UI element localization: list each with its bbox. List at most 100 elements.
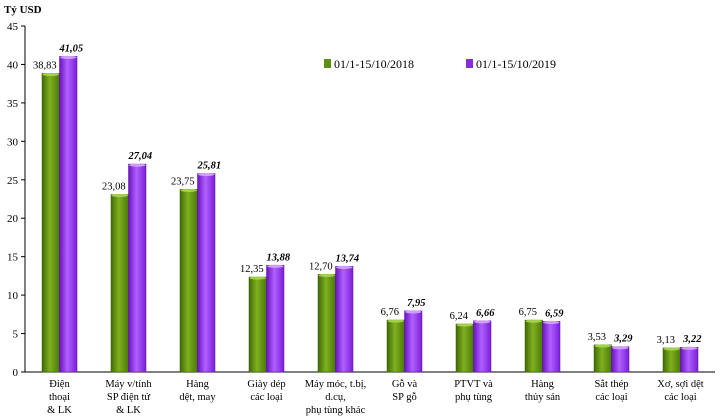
category-label-line: các loại xyxy=(595,392,627,403)
bar-cap-1-7 xyxy=(525,319,542,323)
bar-series-2-7 xyxy=(542,321,561,373)
bar-series-2-6 xyxy=(473,320,492,373)
data-label-series-2-8: 3,29 xyxy=(613,334,633,345)
category-label-line: thoại xyxy=(49,392,70,403)
data-label-series-2-9: 3,22 xyxy=(682,334,702,345)
data-label-series-2-5: 7,95 xyxy=(407,298,425,309)
category-label-2: Hàng dệt, may xyxy=(179,379,216,403)
bar-cap-2-2 xyxy=(198,172,215,177)
bar-cap-1-9 xyxy=(663,347,680,351)
y-tick-label: 45 xyxy=(7,21,19,33)
data-label-series-1-2: 23,75 xyxy=(171,176,195,187)
category-label-line: Hàng xyxy=(186,379,209,390)
y-tick-label: 5 xyxy=(13,329,19,341)
data-label-series-2-1: 27,04 xyxy=(127,151,152,162)
bar-series-1-8 xyxy=(593,344,612,373)
category-label-line: phụ tùng khác xyxy=(306,405,366,416)
category-label-line: d.cụ, xyxy=(325,392,345,403)
bar-series-2-4 xyxy=(335,266,354,373)
category-label-line: phụ tùng xyxy=(455,392,493,403)
category-label-5: Gỗ và SP gỗ xyxy=(392,379,418,403)
legend-swatch-1 xyxy=(324,59,331,68)
category-label-line: các loại xyxy=(250,392,282,403)
bar-series-1-2 xyxy=(179,189,198,373)
category-label-line: & LK xyxy=(47,405,72,416)
category-label-line: dệt, may xyxy=(179,392,216,403)
y-tick-label: 20 xyxy=(7,213,19,225)
bar-cap-2-6 xyxy=(474,320,491,324)
y-tick-label: 30 xyxy=(7,136,19,148)
bar-cap-1-1 xyxy=(111,193,128,198)
bar-series-2-1 xyxy=(128,163,147,373)
bar-cap-2-3 xyxy=(267,264,284,268)
bar-cap-1-4 xyxy=(318,273,335,277)
bar-cap-1-3 xyxy=(249,276,266,280)
data-label-series-2-6: 6,66 xyxy=(476,308,495,319)
category-label-line: Giày dép xyxy=(247,379,285,390)
legend-label-1: 01/1-15/10/2018 xyxy=(334,57,414,71)
y-tick-label: 10 xyxy=(7,290,19,302)
bar-cap-2-4 xyxy=(336,265,353,269)
bar-series-1-0 xyxy=(41,73,60,373)
legend-label-2: 01/1-15/10/2019 xyxy=(476,57,556,71)
data-label-series-1-0: 38,83 xyxy=(33,60,57,71)
bar-series-2-3 xyxy=(266,265,285,373)
bar-cap-2-0 xyxy=(60,55,77,59)
data-label-series-1-7: 6,75 xyxy=(519,307,537,318)
category-label-1: Máy v/tính SP điện tử & LK xyxy=(105,379,152,416)
category-label-8: Sắt thép các loại xyxy=(594,379,628,403)
legend-swatch-2 xyxy=(466,59,473,68)
category-label-line: Xơ, sợi dệt xyxy=(657,379,703,390)
bar-cap-2-7 xyxy=(543,320,560,324)
data-label-series-2-4: 13,74 xyxy=(335,253,359,264)
bar-series-2-8 xyxy=(611,346,630,373)
category-label-9: Xơ, sợi dệt các loại xyxy=(657,379,703,403)
bar-series-2-9 xyxy=(680,346,699,373)
bar-cap-1-6 xyxy=(456,323,473,327)
category-label-line: các loại xyxy=(664,392,696,403)
category-label-line: SP gỗ xyxy=(392,392,416,403)
bar-cap-1-0 xyxy=(42,72,59,77)
bar-series-1-4 xyxy=(317,274,336,373)
category-label-line: thủy sản xyxy=(525,392,561,403)
data-label-series-2-7: 6,59 xyxy=(545,308,564,319)
category-label-line: Điện xyxy=(49,379,70,390)
data-label-series-1-8: 3,53 xyxy=(588,332,606,343)
bar-cap-2-1 xyxy=(129,163,146,167)
bar-series-2-5 xyxy=(404,310,423,373)
y-tick-label: 25 xyxy=(7,175,19,187)
bar-cap-1-8 xyxy=(594,344,611,348)
category-label-line: Gỗ và xyxy=(392,379,418,390)
category-label-6: PTVT và phụ tùng xyxy=(454,379,493,403)
bar-series-1-1 xyxy=(110,194,129,373)
category-label-line: & LK xyxy=(116,405,141,416)
category-label-4: Máy móc, t.bị, d.cụ, phụ tùng khác xyxy=(305,379,367,416)
data-label-series-2-0: 41,05 xyxy=(58,43,83,54)
y-tick-label: 0 xyxy=(13,367,19,379)
data-label-series-1-5: 6,76 xyxy=(381,307,399,318)
y-axis-title: Tỷ USD xyxy=(4,4,42,16)
category-label-line: PTVT và xyxy=(454,379,493,390)
bar-cap-2-8 xyxy=(612,346,629,350)
category-label-0: Điện thoại & LK xyxy=(47,379,72,416)
category-label-3: Giày dép các loại xyxy=(247,379,285,403)
category-label-line: Sắt thép xyxy=(594,379,628,390)
data-label-series-2-2: 25,81 xyxy=(196,161,221,172)
category-label-7: Hàng thủy sản xyxy=(525,379,561,403)
bar-cap-2-9 xyxy=(681,346,698,350)
data-label-series-1-4: 12,70 xyxy=(309,261,333,272)
y-tick-label: 35 xyxy=(7,98,19,110)
y-tick-label: 15 xyxy=(7,252,19,264)
bar-series-2-2 xyxy=(197,173,216,373)
data-label-series-1-1: 23,08 xyxy=(102,182,126,193)
category-label-line: Máy v/tính xyxy=(105,379,152,390)
category-label-line: Máy móc, t.bị, xyxy=(305,379,367,390)
bar-cap-1-5 xyxy=(387,319,404,323)
data-label-series-1-6: 6,24 xyxy=(450,311,469,322)
bar-cap-2-5 xyxy=(405,310,422,314)
bar-series-1-5 xyxy=(386,319,405,373)
data-label-series-1-9: 3,13 xyxy=(657,335,675,346)
category-label-line: Hàng xyxy=(531,379,554,390)
y-tick-label: 40 xyxy=(7,59,19,71)
